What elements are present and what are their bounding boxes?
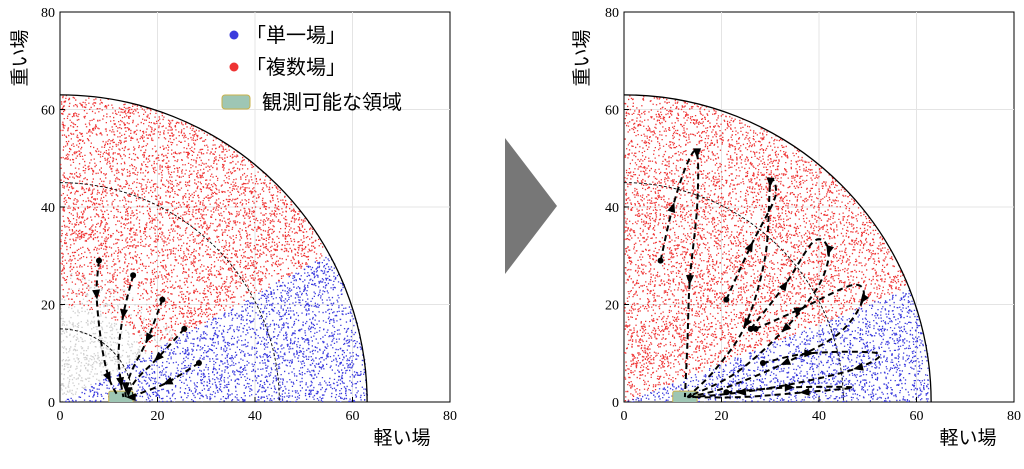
trajectory-curve — [124, 299, 164, 398]
trajectory-arrowhead — [781, 322, 792, 333]
left-chart-panel: 0 20 40 60 80 0 20 40 60 80 軽い場 重い場 「単一場」 「複数場」 観… — [9, 6, 457, 449]
y-tick-label: 60 — [41, 104, 55, 119]
trajectory-curve — [687, 283, 865, 399]
y-tick-label: 60 — [605, 104, 619, 119]
trajectory-arrowhead — [667, 202, 676, 214]
trajectory-arrowhead — [125, 393, 136, 402]
red-scatter-cloud — [624, 95, 907, 402]
red-scatter-cloud — [60, 95, 324, 353]
trajectory-curve — [95, 260, 120, 398]
reference-arc — [60, 182, 280, 402]
trajectory-start-point — [759, 360, 766, 366]
trajectory-arrowhead — [784, 383, 795, 392]
trajectory-start-point — [723, 296, 730, 303]
y-tick-label: 80 — [41, 6, 55, 21]
trajectory-curve — [127, 362, 200, 399]
trajectory-arrowhead — [153, 351, 164, 362]
trajectory-arrowhead — [116, 376, 125, 388]
legend-marker-observable — [221, 94, 251, 110]
outer-boundary-arc — [624, 94, 932, 402]
reference-arc — [624, 182, 844, 402]
trajectory-arrowhead — [799, 387, 810, 396]
trajectory-arrowhead — [693, 148, 702, 159]
x-tick-label: 20 — [151, 409, 165, 424]
trajectory-arrowhead — [853, 362, 864, 371]
trajectory-arrowhead — [120, 308, 128, 320]
legend-label-single-field: 「単一場」 — [246, 23, 346, 47]
left-ticks: 0 20 40 60 80 0 20 40 60 80 — [41, 6, 457, 424]
trajectory-start-point — [96, 257, 102, 264]
trajectory-start-point — [657, 257, 664, 264]
x-tick-label: 20 — [715, 409, 729, 424]
x-tick-label: 0 — [57, 409, 64, 424]
trajectory-arrowhead — [859, 293, 870, 304]
outer-boundary-arc — [60, 94, 368, 402]
x-tick-label: 60 — [910, 409, 924, 424]
blue-scatter-cloud — [627, 290, 932, 402]
x-tick-label: 40 — [812, 409, 826, 424]
legend-entry-observable: 観測可能な領域 — [221, 90, 402, 114]
legend-marker-single-field — [229, 30, 239, 40]
gray-scatter-cloud — [60, 273, 173, 402]
trajectory-curve — [659, 149, 700, 398]
right-ylabel: 重い場 — [571, 29, 593, 86]
trajectory-arrowhead — [124, 387, 133, 398]
right-ticks: 0 20 40 60 80 0 20 40 60 80 — [605, 6, 1021, 424]
right-reference-curves — [624, 94, 932, 402]
trajectory-arrowhead — [744, 241, 754, 253]
trajectory-start-point — [747, 325, 754, 332]
left-ylabel: 重い場 — [9, 29, 31, 86]
x-tick-label: 60 — [346, 409, 360, 424]
trajectory-start-point — [752, 325, 759, 332]
left-xlabel: 軽い場 — [373, 427, 430, 449]
y-tick-label: 40 — [41, 201, 55, 216]
left-trajectories — [92, 257, 202, 402]
legend-label-observable: 観測可能な領域 — [262, 90, 402, 114]
trajectory-arrowhead — [162, 376, 174, 385]
x-tick-label: 0 — [621, 409, 628, 424]
legend-label-multi-field: 「複数場」 — [246, 55, 346, 79]
trajectory-arrowhead — [793, 307, 805, 316]
x-tick-label: 80 — [1007, 409, 1021, 424]
trajectory-arrowhead — [804, 349, 815, 358]
trajectory-arrowhead — [92, 289, 101, 300]
legend-entry-multi-field: 「複数場」 — [229, 55, 346, 79]
trajectory-curve — [686, 238, 830, 398]
right-xlabel: 軽い場 — [939, 427, 996, 449]
right-chart-panel: 0 20 40 60 80 0 20 40 60 80 軽い場 重い場 — [571, 6, 1021, 449]
trajectory-start-point — [195, 360, 202, 366]
y-tick-label: 20 — [605, 299, 619, 314]
x-tick-label: 40 — [248, 409, 262, 424]
trajectory-curve — [686, 178, 777, 398]
trajectory-arrowhead — [685, 274, 694, 286]
trajectory-arrowhead — [743, 317, 753, 329]
trajectory-start-point — [723, 389, 730, 396]
trajectory-arrowhead — [102, 371, 112, 383]
trajectory-arrowhead — [145, 332, 154, 344]
right-trajectories — [657, 148, 881, 399]
trajectory-start-point — [181, 325, 188, 332]
legend-entry-single-field: 「単一場」 — [229, 23, 346, 47]
trajectory-arrowhead — [778, 280, 788, 292]
trajectory-arrowhead — [766, 177, 775, 188]
trajectory-arrowhead — [826, 244, 835, 256]
trajectory-curve — [687, 385, 855, 399]
legend: 「単一場」 「複数場」 観測可能な領域 — [221, 23, 402, 114]
trajectory-start-point — [159, 296, 166, 303]
y-tick-label: 40 — [605, 201, 619, 216]
trajectory-start-point — [130, 272, 137, 279]
y-tick-label: 80 — [605, 6, 619, 21]
blue-scatter-cloud — [65, 254, 368, 402]
transition-arrow — [505, 138, 557, 274]
trajectory-arrowhead — [780, 357, 792, 365]
trajectory-curve — [117, 275, 135, 398]
legend-marker-multi-field — [229, 62, 239, 72]
y-tick-label: 0 — [612, 396, 619, 411]
x-tick-label: 80 — [443, 409, 457, 424]
y-tick-label: 20 — [41, 299, 55, 314]
y-tick-label: 0 — [48, 396, 55, 411]
